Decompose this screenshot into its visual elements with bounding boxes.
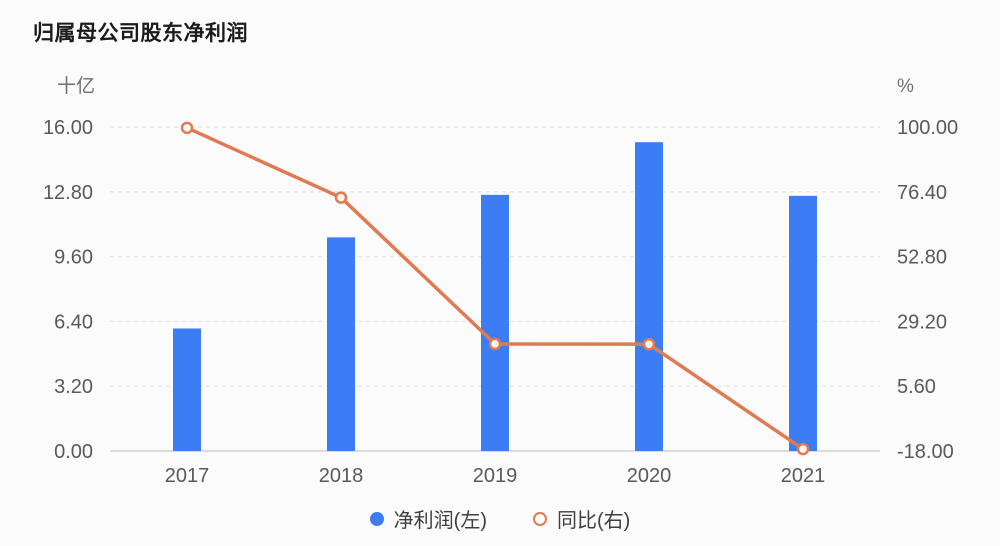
- right-axis-tick-label: 76.40: [897, 182, 947, 204]
- hollow-circle-icon: [533, 511, 547, 526]
- left-axis-unit-label: 十亿: [57, 75, 95, 97]
- x-axis-label-2019: 2019: [473, 465, 518, 487]
- x-axis-label-2018: 2018: [319, 465, 364, 487]
- right-axis-tick-label: 29.20: [897, 311, 947, 333]
- right-axis-tick-label: 100.00: [897, 117, 958, 139]
- line-point-2017[interactable]: [180, 121, 194, 135]
- bar-2021[interactable]: [789, 195, 817, 451]
- line-point-2020[interactable]: [642, 337, 656, 351]
- left-axis-tick-label: 12.80: [43, 182, 93, 204]
- right-axis-unit-label: %: [897, 76, 914, 97]
- line-point-2018[interactable]: [334, 191, 348, 204]
- right-axis-tick-label: -18.00: [897, 441, 954, 463]
- left-axis-tick-label: 6.40: [54, 311, 93, 333]
- legend-item-net-profit[interactable]: 净利润(左): [369, 504, 487, 533]
- line-point-2019[interactable]: [488, 337, 502, 351]
- left-axis-tick-label: 16.00: [43, 117, 93, 139]
- legend: 净利润(左) 同比(右): [0, 504, 1000, 533]
- bar-2017[interactable]: [173, 328, 201, 451]
- left-axis-tick-label: 9.60: [54, 247, 93, 269]
- line-point-2021[interactable]: [796, 442, 810, 456]
- bar-2020[interactable]: [635, 142, 663, 451]
- legend-label-net-profit: 净利润(左): [393, 510, 487, 532]
- bar-2019[interactable]: [481, 194, 509, 451]
- left-axis-tick-label: 3.20: [54, 376, 93, 398]
- left-axis-tick-label: 0.00: [54, 441, 93, 463]
- chart-title: 归属母公司股东净利润: [33, 22, 248, 45]
- right-axis-tick-label: 5.60: [897, 376, 936, 398]
- filled-circle-icon: [369, 511, 384, 526]
- legend-item-yoy[interactable]: 同比(右): [533, 504, 630, 533]
- chart-canvas: 16.00 100.00 12.80 76.40 9.60 52.80 6.40 29.20 3…: [43, 75, 958, 487]
- right-axis-tick-label: 52.80: [897, 247, 947, 269]
- x-axis-label-2020: 2020: [627, 465, 672, 487]
- x-axis-label-2021: 2021: [781, 465, 826, 487]
- x-axis-label-2017: 2017: [165, 465, 210, 487]
- legend-label-yoy: 同比(右): [557, 510, 631, 532]
- bar-2018[interactable]: [327, 237, 355, 451]
